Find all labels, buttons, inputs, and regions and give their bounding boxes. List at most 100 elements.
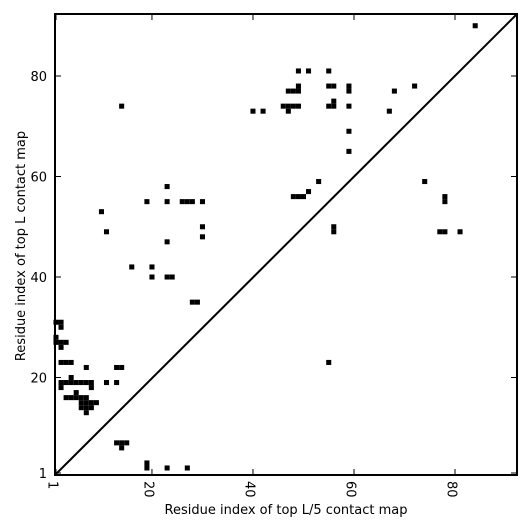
contact-point [346,88,352,94]
contact-point [346,83,352,89]
contact-point [199,199,205,205]
contact-point [68,380,74,386]
contact-point [114,440,120,446]
contact-point [295,103,301,109]
contact-point [78,400,84,406]
x-tick-label: 80 [444,481,459,498]
contact-point [442,229,448,235]
x-tick-label: 1 [45,481,60,489]
contact-point [73,395,79,401]
contact-point [58,339,64,345]
contact-point [306,68,312,74]
y-ticks-layer: 1 20 40 60 80 [30,70,517,482]
contact-point [164,199,170,205]
contact-point [114,364,120,370]
contact-point [285,108,291,114]
upper-points-layer [119,23,478,235]
contact-point [326,83,332,89]
contact-point [98,209,104,215]
contact-point [295,83,301,89]
contact-point [179,199,185,205]
contact-point [260,108,266,114]
contact-point [58,324,64,330]
contact-point [184,465,190,471]
contact-point [199,224,205,230]
contact-point [422,179,428,185]
contact-point [331,229,337,235]
contact-point [331,224,337,230]
contact-point [58,380,64,386]
contact-point [63,395,69,401]
contact-point [391,88,397,94]
contact-point [63,339,69,345]
contact-point [83,364,89,370]
contact-point [306,189,312,195]
contact-point [290,88,296,94]
plot-frame [54,13,518,476]
contact-point [68,375,74,381]
contact-point [442,194,448,200]
contact-point [169,274,175,280]
contact-point [295,194,301,200]
contact-point [457,229,463,235]
y-tick-label: 1 [39,467,47,482]
contact-point [58,344,64,350]
contact-point [124,440,130,446]
contact-point [119,440,125,446]
contact-point [280,103,286,109]
contact-point [199,234,205,240]
contact-point [93,400,99,406]
contact-point [63,359,69,365]
contact-point [346,103,352,109]
contact-point [78,405,84,411]
contact-point [316,179,322,185]
y-tick-label: 20 [30,372,47,387]
contact-point [184,199,190,205]
contact-point [73,380,79,386]
diagonal-line [54,13,518,476]
contact-point [437,229,443,235]
contact-point [326,359,332,365]
contact-point [346,128,352,134]
contact-point [164,274,170,280]
contact-point [58,385,64,391]
contact-point [68,395,74,401]
x-tick-label: 60 [342,481,357,498]
contact-point [63,380,69,386]
contact-point [58,359,64,365]
contact-point [144,199,150,205]
contact-point [194,299,200,305]
contact-point [103,380,110,386]
x-ticks-layer: 1 20 40 60 80 [45,14,459,498]
contact-point [164,465,170,471]
contact-point [144,460,150,466]
contact-point [83,410,89,416]
contact-point [189,199,195,205]
contact-point [285,103,291,109]
contact-point [295,88,301,94]
x-axis-label: Residue index of top L/5 contact map [165,503,408,518]
contact-point [83,380,89,386]
contact-point [442,199,448,205]
contact-point [331,98,337,104]
contact-point [144,465,150,471]
y-tick-label: 40 [30,271,47,286]
contact-point [83,400,89,406]
contact-point [103,229,110,235]
contact-point [58,319,64,325]
contact-point [149,274,155,280]
contact-point [189,299,195,305]
contact-point [331,83,337,89]
y-tick-label: 80 [30,70,47,85]
contact-point [78,395,84,401]
contact-point [78,380,84,386]
lower-points-layer [53,184,332,471]
contact-point [129,264,135,270]
contact-point [300,194,307,200]
contact-point [119,103,125,109]
contact-point [88,405,94,411]
contact-point [88,400,94,406]
contact-point [386,108,392,114]
contact-point [164,184,170,190]
